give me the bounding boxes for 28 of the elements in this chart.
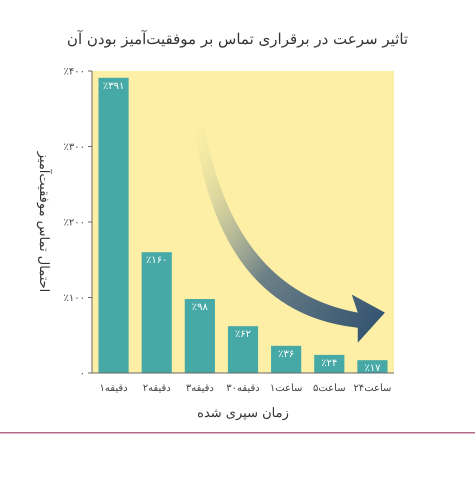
x-tick-label: ۳دقیقه (186, 383, 214, 394)
data-label: ٪۹۸ (192, 302, 209, 314)
bar (98, 78, 129, 373)
data-label: ٪۳۹۱ (102, 80, 124, 92)
data-label: ٪۶۲ (234, 329, 252, 340)
chart-title: تاثیر سرعت در برقراری تماس بر موفقیت‌آمیز بودن آن (66, 29, 408, 48)
data-label: ٪۱۷ (364, 363, 382, 374)
x-tick-label: ۲۴ساعت (353, 383, 392, 394)
bar (184, 299, 215, 373)
x-axis-title: زمان سپری شده (197, 406, 289, 421)
bar (271, 346, 302, 373)
y-tick-label: ٪۱۰۰ (64, 293, 85, 304)
x-tick-label: ۵ساعت (312, 383, 346, 394)
y-axis-title: احتمال تماس موفقیت‌آمیز (36, 150, 53, 292)
data-label: ٪۳۶ (278, 348, 294, 360)
bar (142, 252, 172, 373)
y-tick-label: ٪۲۰۰ (64, 218, 85, 228)
bar (314, 354, 344, 373)
x-tick-label: ۳۰دقیقه (226, 383, 260, 394)
bar (228, 326, 258, 373)
y-tick-label: ۰ (80, 368, 85, 380)
data-label: ٪۱۶۰ (146, 255, 168, 266)
x-tick-label: ۱ساعت (270, 383, 302, 394)
y-tick-label: ٪۳۰۰ (64, 142, 85, 153)
x-tick-label: ۱دقیقه (100, 383, 128, 394)
data-label: ٪۲۴ (321, 358, 338, 369)
y-tick-label: ٪۴۰۰ (64, 66, 85, 78)
x-tick-label: ۲دقیقه (142, 383, 171, 394)
